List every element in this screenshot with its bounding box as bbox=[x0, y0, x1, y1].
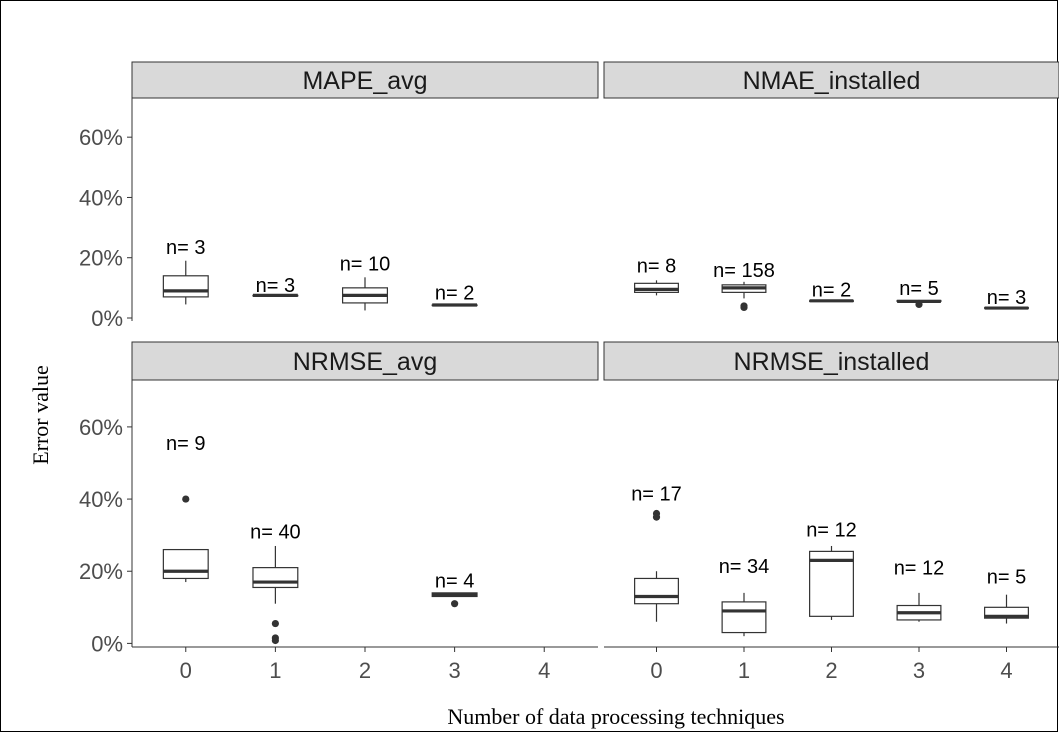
box-x0: n= 9 bbox=[162, 433, 209, 583]
y-tick-label: 60% bbox=[79, 125, 123, 150]
box-x4: n= 5 bbox=[984, 567, 1029, 624]
sample-size-label: n= 12 bbox=[806, 520, 857, 542]
sample-size-label: n= 2 bbox=[812, 279, 851, 301]
x-tick-label: 4 bbox=[1000, 658, 1012, 683]
outlier-point bbox=[271, 619, 279, 628]
x-tick-label: 3 bbox=[448, 658, 460, 683]
sample-size-label: n= 17 bbox=[631, 484, 682, 506]
sample-size-label: n= 3 bbox=[166, 237, 205, 259]
sample-size-label: n= 3 bbox=[256, 275, 295, 297]
y-tick-label: 0% bbox=[91, 631, 123, 656]
box-x1: n= 40 bbox=[250, 522, 301, 645]
box-x0: n= 8 bbox=[634, 255, 679, 296]
y-tick-label: 20% bbox=[79, 559, 123, 584]
outlier-point bbox=[182, 495, 190, 503]
y-tick-label: 60% bbox=[79, 415, 123, 440]
iqr-box bbox=[162, 548, 209, 580]
box-x1: n= 34 bbox=[719, 556, 770, 637]
box-x1: n= 158 bbox=[713, 260, 775, 312]
y-tick-label: 20% bbox=[79, 246, 123, 271]
outlier-point bbox=[451, 600, 459, 608]
facet-strip bbox=[603, 61, 1059, 99]
panel-nmae-installed: NMAE_installed n= 8 n= 158 n= 2 n= 5 n= 3 bbox=[603, 61, 1059, 312]
iqr-box bbox=[984, 606, 1029, 619]
box-x4: n= 3 bbox=[984, 287, 1029, 310]
outlier-point bbox=[652, 513, 661, 521]
iqr-box bbox=[721, 601, 767, 634]
panels: MAPE_avg n= 3 n= 3 n= 10 n= 2 0% 20% 40% 60% NMAE… bbox=[79, 61, 1059, 656]
facet-strip bbox=[131, 61, 599, 99]
sample-size-label: n= 2 bbox=[435, 282, 474, 304]
sample-size-label: n= 34 bbox=[719, 556, 770, 578]
y-tick-label: 40% bbox=[79, 185, 123, 210]
sample-size-label: n= 5 bbox=[899, 278, 938, 300]
box-x2: n= 12 bbox=[806, 520, 857, 620]
facet-strip-label: NRMSE_avg bbox=[293, 348, 438, 376]
outlier-point bbox=[271, 636, 279, 645]
box-x0: n= 3 bbox=[162, 237, 209, 305]
box-x3: n= 2 bbox=[431, 282, 478, 307]
box-x3: n= 5 bbox=[896, 278, 942, 309]
x-tick-label: 3 bbox=[913, 658, 925, 683]
panel-nrmse-avg: NRMSE_avg n= 9 n= 40 n= 4 0% 20% 40% 60% bbox=[79, 341, 599, 656]
iqr-box bbox=[809, 550, 854, 617]
y-tick-label: 40% bbox=[79, 487, 123, 512]
box-x2: n= 2 bbox=[809, 279, 854, 303]
facet-strip-label: NMAE_installed bbox=[743, 67, 921, 95]
outlier-point bbox=[740, 303, 748, 312]
x-tick-label: 1 bbox=[738, 658, 750, 683]
sample-size-label: n= 10 bbox=[340, 254, 391, 276]
sample-size-label: n= 158 bbox=[713, 260, 775, 282]
sample-size-label: n= 12 bbox=[894, 558, 945, 580]
iqr-box bbox=[634, 577, 679, 605]
x-tick-label: 0 bbox=[180, 658, 192, 683]
iqr-box bbox=[162, 275, 209, 298]
sample-size-label: n= 4 bbox=[435, 570, 474, 592]
y-tick-label: 0% bbox=[91, 306, 123, 331]
axes: 0 1 2 3 4 0 1 2 3 4 bbox=[132, 646, 1059, 683]
x-tick-label: 4 bbox=[538, 658, 550, 683]
box-x2: n= 10 bbox=[340, 254, 391, 311]
box-x3: n= 4 bbox=[431, 570, 478, 608]
x-tick-label: 0 bbox=[650, 658, 662, 683]
facet-strip-label: MAPE_avg bbox=[302, 67, 427, 95]
sample-size-label: n= 40 bbox=[250, 522, 301, 544]
x-tick-label: 2 bbox=[359, 658, 371, 683]
x-axis: 0 1 2 3 4 bbox=[604, 646, 1059, 683]
x-axis-title: Number of data processing techniques bbox=[447, 704, 784, 729]
outlier-point bbox=[915, 300, 923, 309]
x-tick-label: 2 bbox=[825, 658, 837, 683]
sample-size-label: n= 3 bbox=[987, 287, 1026, 309]
panel-mape-avg: MAPE_avg n= 3 n= 3 n= 10 n= 2 0% 20% 40% 60% bbox=[79, 61, 599, 331]
sample-size-label: n= 8 bbox=[637, 255, 676, 277]
sample-size-label: n= 9 bbox=[166, 433, 205, 455]
y-axis-title: Error value bbox=[28, 365, 53, 465]
x-axis: 0 1 2 3 4 bbox=[132, 646, 598, 683]
facet-strip bbox=[603, 341, 1059, 381]
facet-strip-label: NRMSE_installed bbox=[734, 348, 930, 376]
sample-size-label: n= 5 bbox=[987, 567, 1026, 589]
facet-strip bbox=[131, 341, 599, 381]
panel-nrmse-installed: NRMSE_installed n= 17 n= 34 n= 12 n= 12 n= 5 bbox=[603, 341, 1059, 637]
box-x1: n= 3 bbox=[252, 275, 299, 297]
x-tick-label: 1 bbox=[269, 658, 281, 683]
iqr-box bbox=[252, 567, 299, 589]
box-x3: n= 12 bbox=[894, 558, 945, 622]
box-x0: n= 17 bbox=[631, 484, 682, 622]
